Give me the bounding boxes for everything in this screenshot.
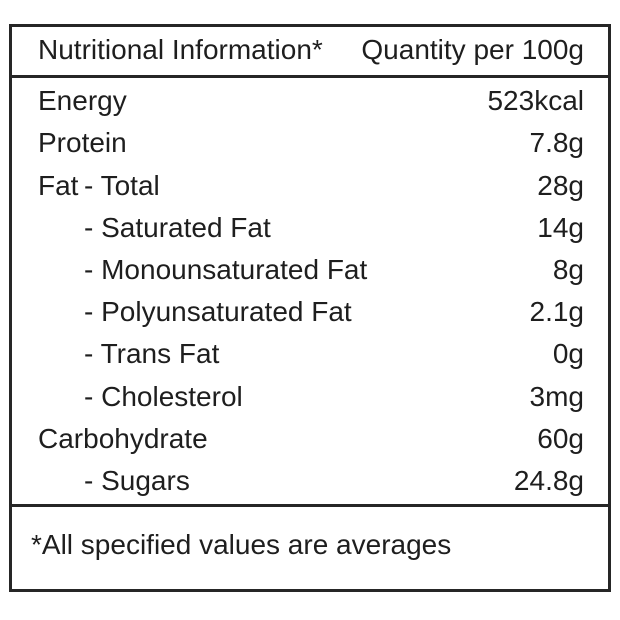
table-row-energy: Energy 523kcal	[12, 80, 608, 122]
row-value: 523kcal	[487, 85, 584, 117]
panel-header: Nutritional Information* Quantity per 10…	[12, 27, 608, 78]
row-value: 2.1g	[529, 296, 585, 328]
row-value: 0g	[552, 338, 584, 370]
row-label: - Sugars	[84, 464, 190, 496]
row-label: - Trans Fat	[84, 338, 220, 370]
table-row-cholesterol: - Cholesterol 3mg	[12, 375, 608, 417]
row-label: Carbohydrate	[38, 422, 208, 454]
row-label: Energy	[38, 85, 127, 117]
row-value: 8g	[552, 253, 584, 285]
table-row-polyunsaturated-fat: - Polyunsaturated Fat 2.1g	[12, 291, 608, 333]
row-label: - Monounsaturated Fat	[84, 253, 368, 285]
row-label: - Polyunsaturated Fat	[84, 296, 352, 328]
row-value: 28g	[537, 169, 584, 201]
panel-footer: *All specified values are averages	[12, 504, 608, 589]
table-row-sugars: - Sugars 24.8g	[12, 460, 608, 502]
header-title: Nutritional Information*	[38, 34, 323, 65]
row-value: 14g	[537, 211, 584, 243]
table-row-monounsaturated-fat: - Monounsaturated Fat 8g	[12, 249, 608, 291]
table-row-carbohydrate: Carbohydrate 60g	[12, 418, 608, 460]
table-row-fat-total: Fat - Total 28g	[12, 164, 608, 206]
row-label: Protein	[38, 127, 127, 159]
row-value: 24.8g	[513, 464, 584, 496]
table-row-saturated-fat: - Saturated Fat 14g	[12, 207, 608, 249]
row-value: 3mg	[529, 380, 584, 412]
row-value: 7.8g	[529, 127, 585, 159]
row-group-prefix: Fat	[38, 169, 79, 201]
row-value: 60g	[537, 422, 584, 454]
nutrition-panel: Nutritional Information* Quantity per 10…	[9, 24, 611, 592]
nutrition-table: Energy 523kcal Protein 7.8g Fat - Total …	[12, 78, 608, 504]
row-label: - Total	[84, 169, 160, 201]
table-row-protein: Protein 7.8g	[12, 122, 608, 164]
header-quantity-column: Quantity per 100g	[361, 34, 584, 65]
table-row-trans-fat: - Trans Fat 0g	[12, 333, 608, 375]
row-label: - Saturated Fat	[84, 211, 271, 243]
footnote: *All specified values are averages	[31, 529, 452, 560]
row-label: - Cholesterol	[84, 380, 243, 412]
